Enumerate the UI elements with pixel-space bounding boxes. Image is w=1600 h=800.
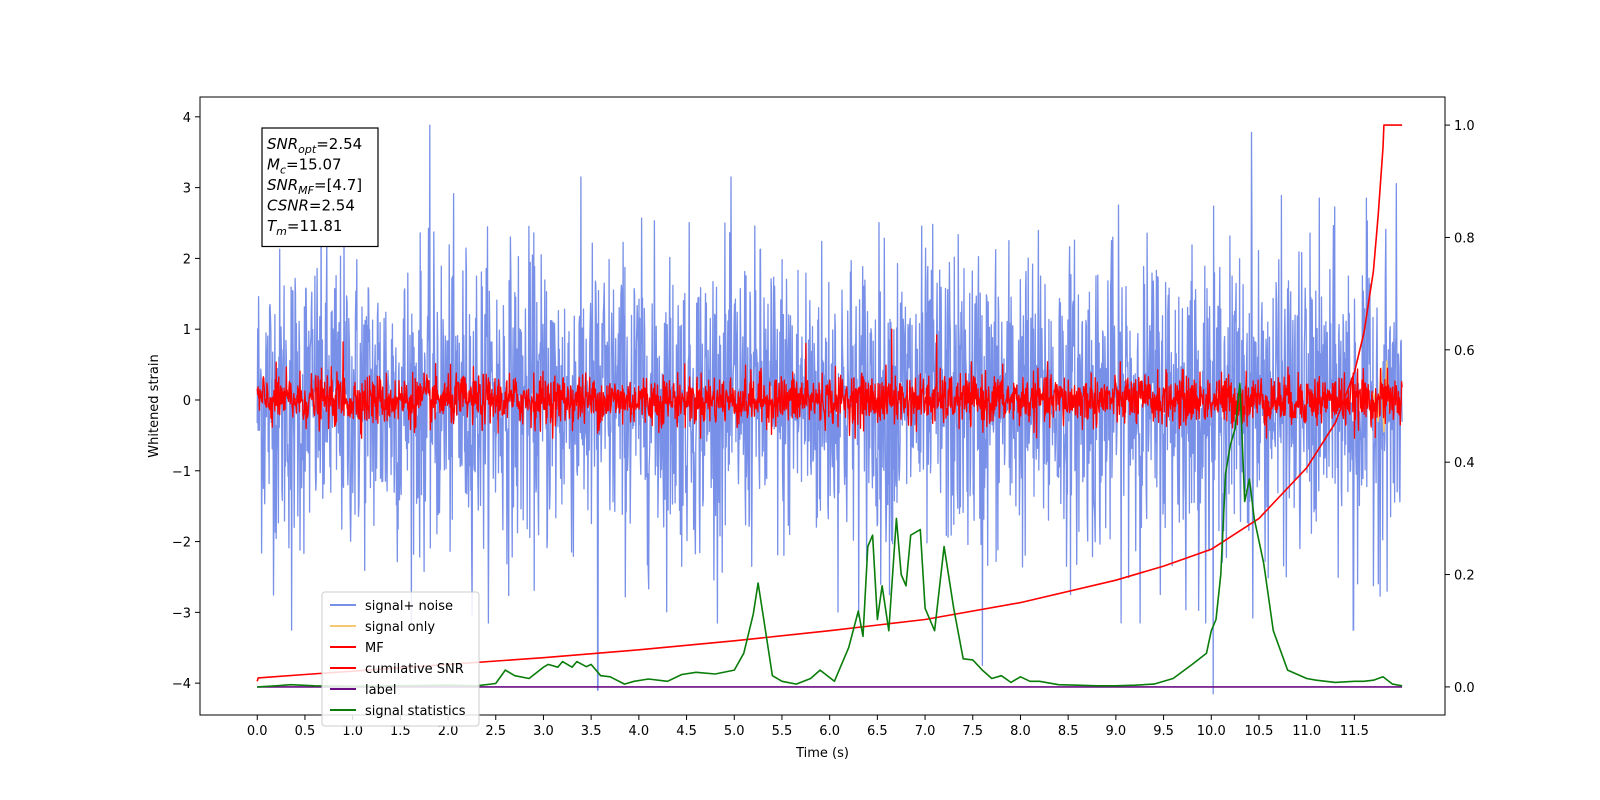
legend: signal+ noise signal only MF cumilative SNR…	[321, 591, 480, 727]
x-tick-label: 5.5	[772, 724, 793, 739]
legend-label: MF	[365, 641, 384, 656]
x-tick-label: 4.0	[629, 724, 650, 739]
x-tick-label: 4.5	[676, 724, 697, 739]
x-tick-label: 2.0	[438, 724, 459, 739]
y2-tick-label: 1.0	[1454, 119, 1475, 134]
y-tick-label: −4	[172, 677, 191, 692]
y-tick-label: 3	[183, 182, 191, 197]
x-tick-label: 6.5	[867, 724, 888, 739]
y2-tick-label: 0.6	[1454, 344, 1475, 359]
x-tick-label: 10.5	[1244, 724, 1273, 739]
x-tick-label: 7.5	[962, 724, 983, 739]
y-tick-label: 2	[183, 252, 191, 267]
y2-tick-label: 0.2	[1454, 569, 1475, 584]
legend-label: signal+ noise	[365, 599, 453, 614]
annotation-line: SNRMF=[4.7]	[267, 176, 362, 197]
plot-frame	[199, 96, 1446, 716]
y-tick-label: −3	[172, 606, 191, 621]
x-tick-label: 3.0	[533, 724, 554, 739]
legend-label: signal only	[365, 620, 435, 635]
x-tick-label: 0.0	[247, 724, 268, 739]
y2-tick-label: 0.4	[1454, 456, 1475, 471]
annotation-line: SNRopt=2.54	[267, 135, 362, 156]
x-tick-label: 0.5	[295, 724, 316, 739]
legend-frame	[321, 591, 480, 727]
x-tick-label: 1.5	[390, 724, 411, 739]
x-tick-label: 1.0	[342, 724, 363, 739]
series-line-signal-statistics	[257, 382, 1403, 688]
x-tick-label: 7.0	[915, 724, 936, 739]
x-tick-label: 2.5	[485, 724, 506, 739]
annotation-line: Tm=11.81	[267, 217, 342, 238]
x-tick-label: 9.0	[1106, 724, 1127, 739]
x-tick-label: 8.0	[1010, 724, 1031, 739]
legend-label: signal statistics	[365, 704, 466, 719]
series-line-mf	[256, 328, 1403, 439]
y-tick-label: 4	[183, 111, 191, 126]
x-tick-label: 8.5	[1058, 724, 1079, 739]
x-axis-label: Time (s)	[795, 746, 849, 761]
legend-label: label	[365, 683, 396, 698]
x-tick-label: 10.0	[1197, 724, 1226, 739]
legend-label: cumilative SNR	[365, 662, 464, 677]
annotation-box-frame	[261, 127, 379, 248]
y-axis-label: Whitened strain	[147, 354, 162, 457]
x-tick-label: 11.5	[1340, 724, 1369, 739]
x-tick-label: 11.0	[1292, 724, 1321, 739]
y2-tick-label: 0.0	[1454, 681, 1475, 696]
y-tick-label: −1	[172, 465, 191, 480]
x-tick-label: 6.0	[819, 724, 840, 739]
y2-tick-label: 0.8	[1454, 231, 1475, 246]
y-tick-label: 1	[183, 323, 191, 338]
y-tick-label: 0	[183, 394, 191, 409]
y-tick-label: −2	[172, 536, 191, 551]
x-tick-label: 5.0	[724, 724, 745, 739]
x-tick-label: 9.5	[1153, 724, 1174, 739]
x-tick-label: 3.5	[581, 724, 602, 739]
annotation-line: CSNR=2.54	[267, 197, 355, 215]
annotation-line: Mc=15.07	[267, 156, 342, 177]
